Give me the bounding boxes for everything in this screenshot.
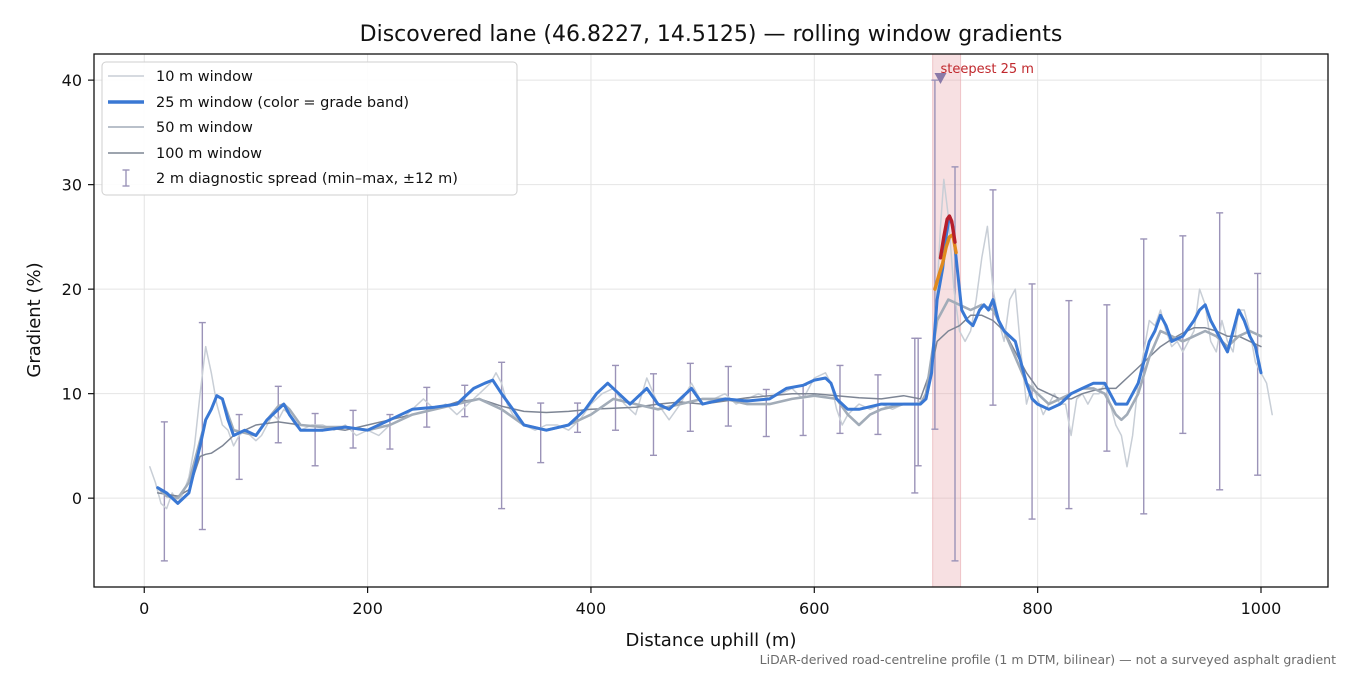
steepest-annotation: steepest 25 m xyxy=(940,62,1033,77)
y-tick-label: 20 xyxy=(62,280,82,299)
legend-label-w100: 100 m window xyxy=(156,146,262,162)
x-tick-label: 1000 xyxy=(1241,599,1282,618)
annotation-layer: steepest 25 m xyxy=(934,62,1034,85)
x-tick-label: 600 xyxy=(799,599,830,618)
legend: 10 m window 25 m window (color = grade ba… xyxy=(101,61,518,196)
legend-label-w10: 10 m window xyxy=(156,69,253,85)
y-tick-label: 0 xyxy=(72,489,82,508)
steepest-marker xyxy=(934,73,947,85)
y-tick-label: 40 xyxy=(62,71,82,90)
axis-ticks: 0 200 400 600 800 1000 0 10 20 30 40 xyxy=(62,71,1282,618)
x-tick-label: 400 xyxy=(576,599,607,618)
x-axis-label: Distance uphill (m) xyxy=(626,630,797,651)
grade-band-red xyxy=(938,214,957,260)
legend-label-w25: 25 m window (color = grade band) xyxy=(156,95,409,111)
x-tick-label: 0 xyxy=(139,599,149,618)
plot-frame xyxy=(93,53,1329,588)
series-layer xyxy=(149,79,1273,562)
legend-box xyxy=(101,61,518,196)
footnote: LiDAR-derived road-centreline profile (1… xyxy=(760,652,1336,667)
series-line-w25 xyxy=(156,214,1263,505)
chart-title: Discovered lane (46.8227, 14.5125) — rol… xyxy=(360,22,1063,47)
x-tick-label: 200 xyxy=(352,599,383,618)
legend-label-w50: 50 m window xyxy=(156,120,253,136)
y-axis-label: Gradient (%) xyxy=(24,262,45,377)
series-line-w10 xyxy=(149,178,1273,510)
y-tick-label: 10 xyxy=(62,385,82,404)
series-line-w50 xyxy=(156,298,1263,500)
legend-label-err: 2 m diagnostic spread (min–max, ±12 m) xyxy=(156,171,458,187)
x-tick-label: 800 xyxy=(1022,599,1053,618)
series-line-w100 xyxy=(156,314,1262,497)
y-tick-label: 30 xyxy=(62,176,82,195)
